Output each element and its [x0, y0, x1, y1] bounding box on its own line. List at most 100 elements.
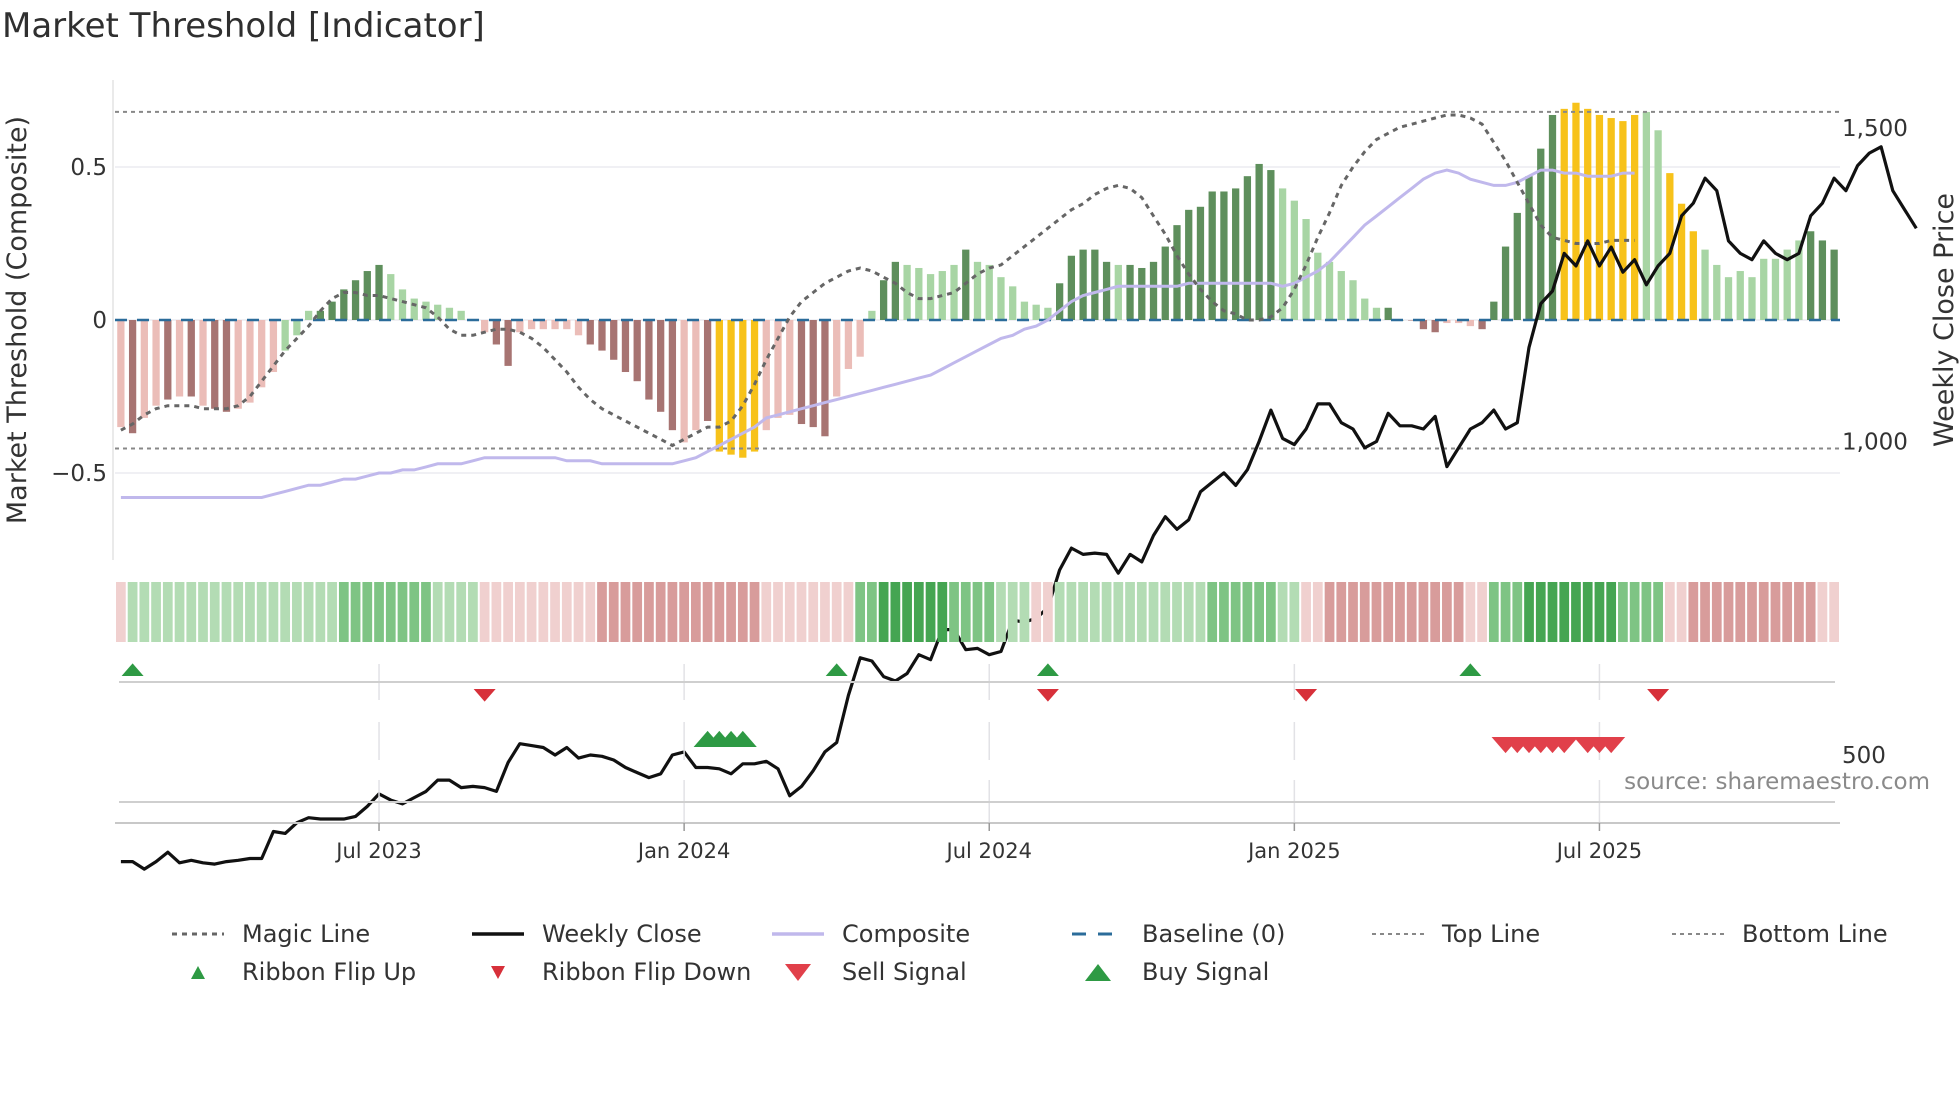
- magic-line: [120, 113, 1635, 448]
- ribbon-segment: [773, 582, 783, 642]
- composite-bar: [1654, 130, 1662, 320]
- ribbon-segment: [1371, 582, 1382, 642]
- ribbon-segment: [468, 582, 478, 642]
- ribbon-segment: [1007, 582, 1018, 642]
- ribbon-segment: [784, 582, 795, 642]
- composite-bar: [1419, 320, 1428, 330]
- legend-symbol: [472, 932, 524, 936]
- composite-bar: [199, 320, 207, 406]
- x-tick-label: Jan 2024: [636, 839, 731, 863]
- composite-bar: [997, 277, 1005, 320]
- ribbon-segment: [1219, 582, 1229, 642]
- y-tick-label: 0: [92, 308, 107, 334]
- composite-bar: [1267, 170, 1275, 320]
- composite-bar: [1056, 283, 1064, 320]
- composite-bar: [1009, 286, 1017, 320]
- ribbon-segment: [362, 582, 373, 642]
- composite-bar: [844, 320, 853, 369]
- composite-bar: [598, 320, 606, 351]
- composite-bar: [1560, 108, 1568, 320]
- composite-bar: [1466, 320, 1474, 327]
- composite-bar: [1631, 114, 1639, 320]
- ribbon-segment: [233, 582, 244, 642]
- ribbon-segment: [1688, 582, 1699, 642]
- ribbon-segment: [890, 582, 901, 642]
- ribbon-flip-down-marker: [1036, 689, 1059, 702]
- ribbon-segment: [327, 582, 337, 642]
- composite-bar: [328, 301, 336, 320]
- composite-bar: [1196, 206, 1205, 320]
- composite-bar: [128, 320, 137, 434]
- ribbon-flip-up-marker: [825, 663, 848, 676]
- ribbon-segment: [280, 582, 291, 642]
- ribbon-segment: [1430, 582, 1441, 642]
- ribbon-segment: [151, 582, 161, 642]
- ribbon-segment: [1512, 582, 1523, 642]
- composite-bar: [926, 274, 935, 320]
- composite-bar: [1701, 249, 1709, 320]
- composite-bar: [1314, 252, 1322, 320]
- sell-signal-marker: [1597, 737, 1626, 754]
- legend-label: Sell Signal: [842, 958, 967, 986]
- ribbon-segment: [878, 582, 889, 642]
- ribbon-flip-up-marker: [121, 663, 144, 676]
- sell-signal-marker: [1550, 737, 1579, 754]
- ribbon-segment: [925, 582, 936, 642]
- ribbon-segment: [1676, 582, 1687, 642]
- ribbon-segment: [1089, 582, 1100, 642]
- ribbon-segment: [726, 582, 736, 642]
- legend-item: Bottom Line: [1670, 920, 1888, 948]
- y-tick-label: −0.5: [51, 461, 107, 487]
- composite-bar: [621, 320, 630, 373]
- ribbon-segment: [174, 582, 185, 642]
- ribbon-segment: [655, 582, 666, 642]
- ribbon-segment: [1582, 582, 1593, 642]
- source-caption: source: sharemaestro.com: [1624, 769, 1930, 795]
- composite-bar: [1044, 307, 1052, 320]
- ribbon-segment: [397, 582, 408, 642]
- composite-bar: [1783, 249, 1791, 320]
- composite-bar: [1372, 307, 1381, 320]
- ribbon-segment: [573, 582, 584, 642]
- ribbon-segment: [620, 582, 631, 642]
- composite-bar: [668, 320, 677, 431]
- ribbon-flip-down-marker: [1647, 689, 1670, 702]
- composite-bar: [1337, 271, 1345, 320]
- ribbon-segment: [749, 582, 760, 642]
- composite-bar: [398, 289, 407, 320]
- composite-bar: [492, 320, 501, 345]
- ribbon-segment: [1829, 582, 1839, 642]
- composite-bar: [1431, 320, 1439, 333]
- ribbon-segment: [1700, 582, 1710, 642]
- ribbon-segment: [913, 582, 924, 642]
- composite-bar: [117, 320, 125, 428]
- composite-bar: [387, 274, 395, 320]
- ribbon-segment: [162, 582, 173, 642]
- ribbon-segment: [820, 582, 830, 642]
- composite-bar: [1079, 249, 1087, 320]
- composite-bar: [410, 298, 418, 320]
- ribbon-segment: [432, 582, 443, 642]
- composite-bar: [891, 261, 899, 320]
- legend-item: Top Line: [1370, 920, 1540, 948]
- ribbon-segment: [1735, 582, 1746, 642]
- composite-bar: [703, 320, 712, 421]
- ribbon-segment: [1547, 582, 1558, 642]
- ribbon-segment: [1125, 582, 1135, 642]
- ribbon-segment: [632, 582, 643, 642]
- composite-bar: [856, 320, 864, 357]
- composite-bar: [375, 264, 383, 320]
- ribbon-segment: [1500, 582, 1511, 642]
- composite-bar: [574, 320, 583, 336]
- ribbon-segment: [1782, 582, 1793, 642]
- composite-bar: [516, 320, 524, 333]
- ribbon-segment: [479, 582, 490, 642]
- ribbon-segment: [1606, 582, 1617, 642]
- ribbon-segment: [644, 582, 654, 642]
- composite-bar: [1408, 320, 1416, 321]
- composite-bar: [445, 307, 454, 320]
- composite-bar: [175, 320, 184, 397]
- composite-bar: [481, 320, 489, 333]
- composite-bar: [1384, 307, 1392, 320]
- composite-bar: [1278, 188, 1287, 320]
